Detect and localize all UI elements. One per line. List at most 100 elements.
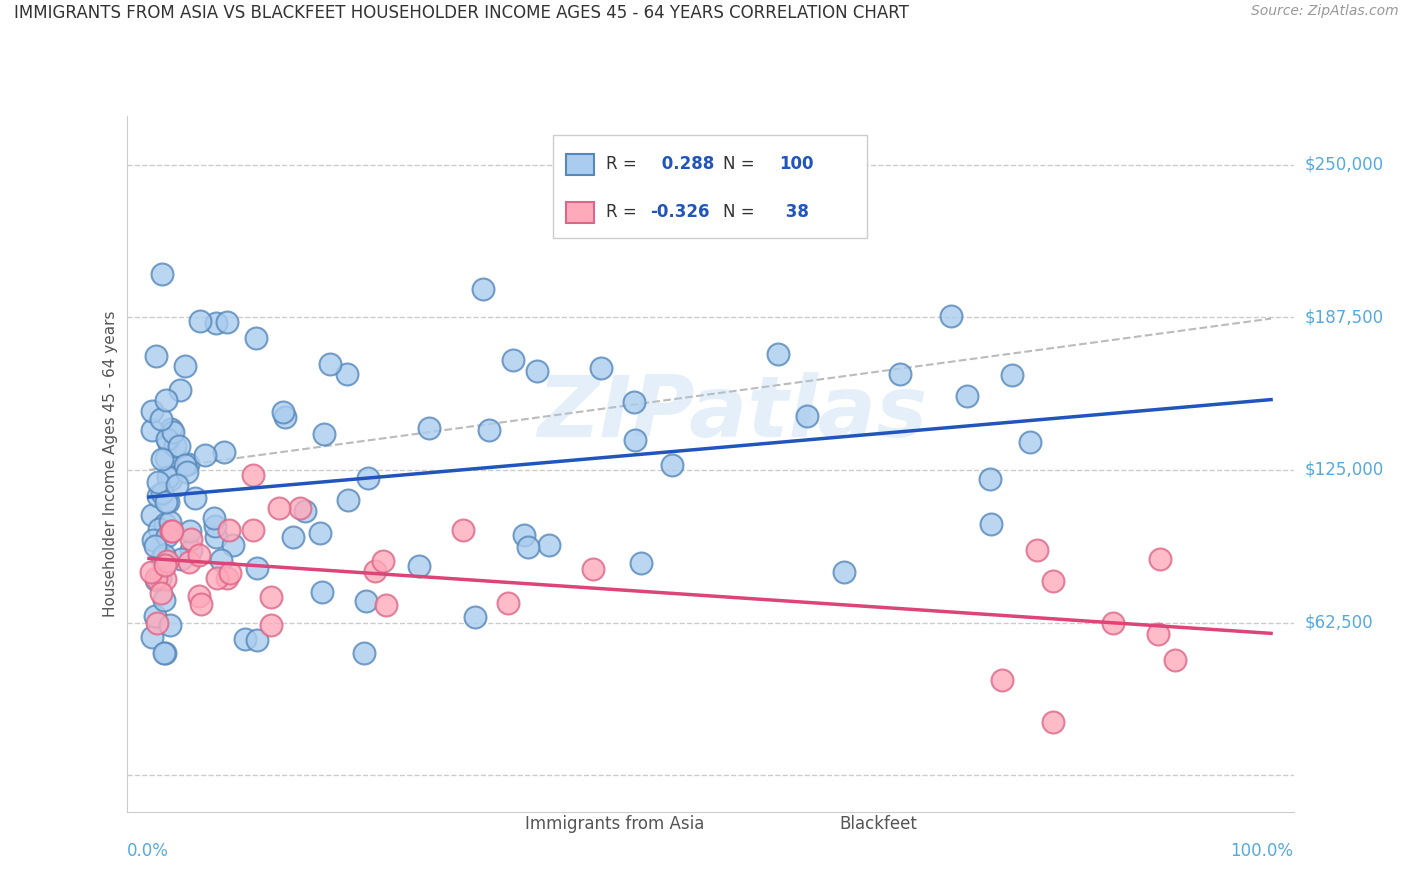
Point: [166, 478, 188, 492]
Point: [194, 448, 217, 462]
Point: [160, 472, 183, 486]
Point: [153, 646, 176, 660]
Point: [167, 439, 190, 453]
Point: [309, 526, 332, 541]
Point: [145, 571, 167, 585]
Text: R =: R =: [606, 155, 641, 173]
Point: [589, 361, 612, 376]
Point: [212, 445, 235, 459]
Point: [1001, 368, 1024, 383]
Point: [471, 282, 494, 296]
Point: [202, 510, 225, 524]
Point: [145, 608, 167, 623]
FancyBboxPatch shape: [800, 815, 828, 832]
Text: $62,500: $62,500: [1305, 614, 1374, 632]
Point: [153, 646, 176, 660]
Text: 100: 100: [779, 155, 814, 173]
Point: [156, 529, 179, 543]
Point: [271, 404, 294, 418]
Point: [145, 573, 167, 587]
Point: [180, 543, 202, 558]
Point: [451, 523, 474, 537]
Point: [354, 594, 377, 608]
Point: [294, 504, 316, 518]
Point: [141, 508, 163, 522]
Point: [464, 610, 486, 624]
Point: [661, 458, 683, 472]
Point: [246, 561, 269, 575]
Point: [233, 632, 256, 646]
Point: [150, 586, 173, 600]
Point: [156, 469, 179, 483]
Point: [889, 367, 911, 381]
Point: [146, 475, 169, 490]
Text: ZIPatlas: ZIPatlas: [537, 372, 928, 455]
Point: [217, 316, 239, 330]
Point: [371, 554, 394, 568]
Text: -0.326: -0.326: [651, 203, 710, 221]
Point: [259, 590, 281, 604]
Point: [174, 359, 197, 374]
Point: [169, 384, 191, 398]
Text: $250,000: $250,000: [1305, 156, 1384, 174]
Point: [188, 590, 211, 604]
Text: Source: ZipAtlas.com: Source: ZipAtlas.com: [1251, 4, 1399, 19]
Point: [157, 495, 180, 509]
Text: $187,500: $187,500: [1305, 309, 1384, 326]
Point: [314, 427, 336, 442]
Point: [179, 524, 201, 538]
Point: [141, 630, 163, 644]
Point: [260, 618, 283, 632]
Text: R =: R =: [606, 203, 641, 221]
Point: [177, 457, 200, 471]
Point: [141, 565, 163, 579]
Point: [180, 532, 202, 546]
Point: [150, 551, 173, 566]
Point: [145, 615, 167, 630]
Point: [148, 522, 170, 536]
Point: [218, 523, 240, 537]
Text: 0.0%: 0.0%: [127, 842, 169, 860]
Point: [143, 539, 166, 553]
Point: [217, 571, 239, 585]
Point: [218, 566, 240, 581]
Text: 38: 38: [779, 203, 808, 221]
Point: [156, 554, 179, 568]
Point: [496, 596, 519, 610]
Point: [159, 617, 181, 632]
Point: [832, 566, 855, 580]
FancyBboxPatch shape: [485, 815, 513, 832]
Text: N =: N =: [724, 203, 761, 221]
Point: [796, 409, 818, 424]
Point: [190, 598, 212, 612]
Point: [408, 559, 430, 574]
Point: [336, 492, 359, 507]
FancyBboxPatch shape: [567, 202, 595, 223]
Point: [150, 485, 173, 500]
Point: [267, 501, 290, 516]
Point: [283, 530, 305, 544]
Point: [273, 410, 295, 425]
Point: [148, 571, 170, 585]
Point: [188, 314, 211, 328]
Text: 0.288: 0.288: [657, 155, 714, 173]
Text: Blackfeet: Blackfeet: [839, 815, 917, 833]
Point: [356, 471, 378, 485]
Point: [153, 516, 176, 531]
Point: [222, 538, 245, 552]
Point: [155, 495, 177, 509]
FancyBboxPatch shape: [553, 136, 868, 238]
Point: [1018, 434, 1040, 449]
Point: [155, 393, 177, 408]
Point: [176, 466, 198, 480]
Point: [156, 432, 179, 446]
Point: [209, 553, 232, 567]
Point: [242, 523, 264, 537]
Point: [159, 516, 181, 530]
Point: [517, 540, 540, 554]
Point: [152, 267, 174, 281]
Point: [204, 519, 226, 533]
Point: [173, 458, 195, 473]
Point: [980, 516, 1002, 531]
Point: [979, 471, 1001, 485]
